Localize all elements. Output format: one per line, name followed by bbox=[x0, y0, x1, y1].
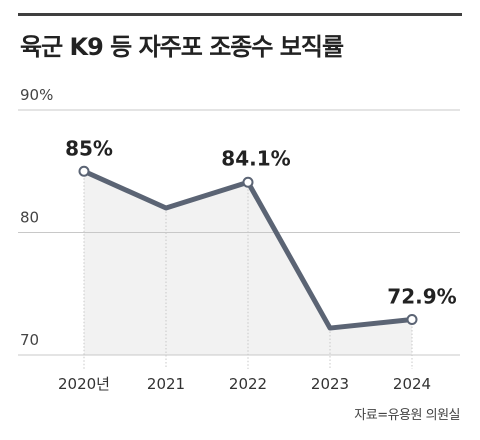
data-label: 85% bbox=[65, 136, 113, 160]
y-tick-label: 70 bbox=[20, 331, 39, 349]
data-label: 84.1% bbox=[221, 146, 290, 170]
x-tick-label: 2020년 bbox=[58, 375, 110, 393]
source-note: 자료=유용원 의원실 bbox=[354, 408, 460, 423]
x-tick-label: 2024 bbox=[393, 375, 431, 393]
chart-title: 육군 K9 등 자주포 조종수 보직률 bbox=[20, 33, 344, 61]
y-tick-label: 80 bbox=[20, 209, 39, 227]
data-label: 72.9% bbox=[387, 284, 456, 308]
x-tick-label: 2021 bbox=[147, 375, 185, 393]
data-point-marker bbox=[242, 176, 254, 188]
data-point-marker bbox=[406, 313, 418, 325]
y-tick-label: 90% bbox=[20, 86, 53, 104]
title-rule bbox=[18, 13, 462, 16]
x-tick-label: 2023 bbox=[311, 375, 349, 393]
data-point-marker bbox=[78, 165, 90, 177]
x-tick-label: 2022 bbox=[229, 375, 267, 393]
